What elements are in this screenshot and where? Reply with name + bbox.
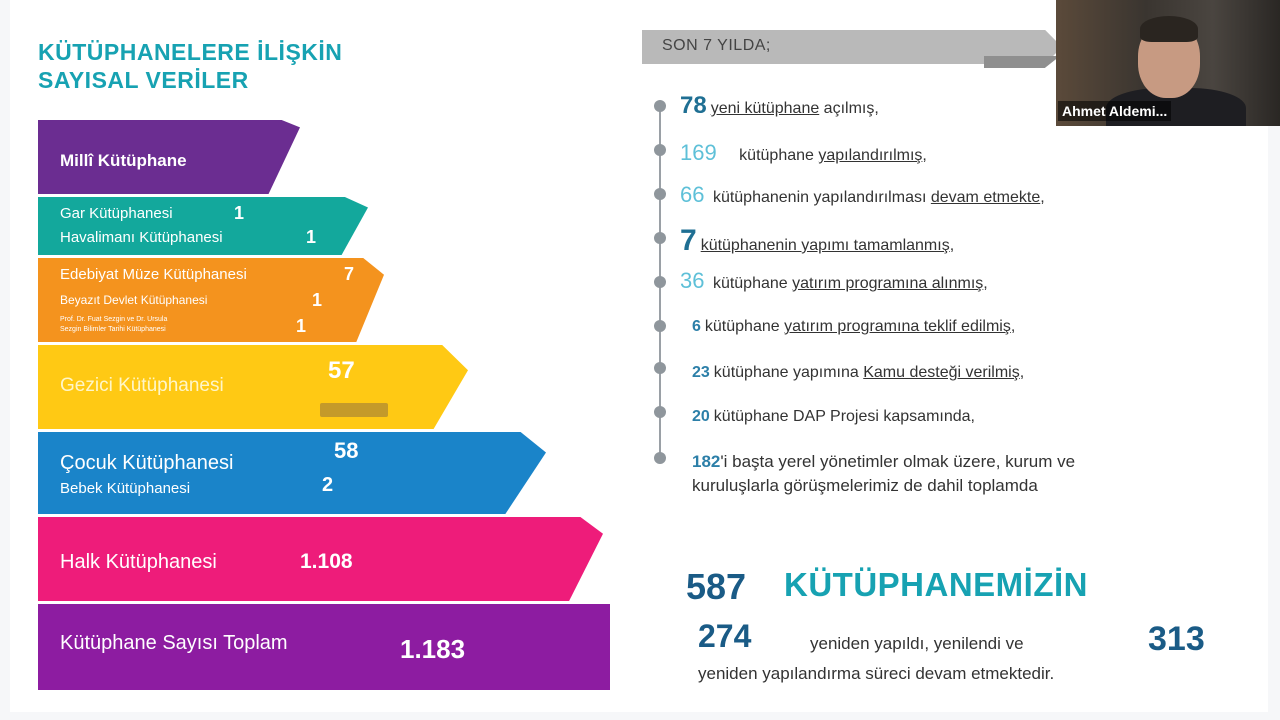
timeline-text-end: açılmış, [819, 100, 879, 117]
timeline-text-end: , [1010, 318, 1016, 335]
timeline-item-8: 20 kütüphane DAP Projesi kapsamında, [692, 408, 975, 426]
timeline-dot [654, 188, 666, 200]
havalimani-value: 1 [306, 227, 317, 247]
bebek-value: 2 [322, 474, 334, 496]
toplam-value: 1.183 [400, 634, 466, 664]
timeline-number: 66 [680, 182, 705, 207]
gezici-shade [320, 403, 388, 417]
band-edebiyat: Edebiyat Müze Kütüphanesi 7 Beyazıt Devl… [38, 258, 384, 342]
slide-title: KÜTÜPHANELERE İLİŞKİN SAYISAL VERİLER [38, 38, 342, 94]
timeline-item-9-cont: kuruluşlarla görüşmelerimiz de dahil top… [692, 476, 1038, 495]
timeline-text: 'i başta yerel yönetimler olmak üzere, k… [720, 452, 1076, 471]
timeline-number: 78 [680, 92, 707, 119]
sezgin-label-line1: Prof. Dr. Fuat Sezgin ve Dr. Ursula [60, 316, 168, 323]
summary-a: 274 [698, 618, 752, 654]
title-line-1: KÜTÜPHANELERE İLİŞKİN [38, 39, 343, 65]
band-toplam: Kütüphane Sayısı Toplam 1.183 [38, 604, 610, 690]
son-yilda-header: SON 7 YILDA; [662, 37, 771, 54]
band-milli-label: Millî Kütüphane [60, 151, 187, 170]
timeline-item-9: 182'i başta yerel yönetimler olmak üzere… [692, 452, 1075, 472]
toplam-label: Kütüphane Sayısı Toplam [60, 632, 288, 654]
timeline-dot [654, 144, 666, 156]
beyazit-label: Beyazıt Devlet Kütüphanesi [60, 293, 208, 307]
participant-name: Ahmet Aldemi... [1058, 101, 1172, 121]
timeline-dot [654, 320, 666, 332]
summary-b: 313 [1148, 620, 1205, 658]
timeline-number: 23 [692, 364, 710, 381]
gezici-value: 57 [328, 357, 355, 384]
timeline-underlined: yatırım programına alınmış [792, 275, 984, 292]
timeline-underlined: yeni kütüphane [710, 100, 820, 117]
band-gar: Gar Kütüphanesi 1 Havalimanı Kütüphanesi… [38, 197, 368, 255]
timeline-underlined: yapılandırılmış [818, 147, 923, 164]
sezgin-value: 1 [296, 316, 307, 336]
cocuk-label: Çocuk Kütüphanesi [60, 452, 234, 474]
band-halk: Halk Kütüphanesi 1.108 [38, 517, 603, 601]
gezici-label: Gezici Kütüphanesi [60, 375, 224, 396]
participant-hair [1140, 16, 1198, 42]
sezgin-label-line2: Sezgin Bilimler Tarihi Kütüphanesi [60, 326, 166, 333]
timeline-dot [654, 232, 666, 244]
summary-word: KÜTÜPHANEMİZİN [784, 566, 1088, 603]
timeline-dot [654, 276, 666, 288]
timeline-text: kütüphane [739, 147, 819, 164]
timeline-underlined: kütüphanenin yapımı tamamlanmış [700, 237, 950, 254]
timeline-text-end: , [1040, 189, 1045, 206]
timeline-item-6: 6 kütüphane yatırım programına teklif edi… [692, 318, 1015, 336]
title-line-2: SAYISAL VERİLER [38, 67, 249, 93]
bebek-label: Bebek Kütüphanesi [60, 480, 191, 497]
timeline-text: kütüphane yapımına [713, 364, 864, 381]
timeline-underlined: yatırım programına teklif edilmiş [784, 318, 1011, 335]
band-cocuk: Çocuk Kütüphanesi 58 Bebek Kütüphanesi 2 [38, 432, 546, 514]
edebiyat-value: 7 [344, 264, 355, 284]
timeline-number: 169 [680, 140, 717, 165]
timeline-underlined: devam etmekte [930, 189, 1041, 206]
participant-video-tile[interactable]: Ahmet Aldemi... [1056, 0, 1280, 126]
timeline-dot [654, 452, 666, 464]
timeline-number: 182 [692, 452, 721, 471]
timeline-text-end: , [1019, 364, 1025, 381]
band-milli: Millî Kütüphane [38, 120, 300, 194]
timeline-dot [654, 100, 666, 112]
timeline-item-7: 23 kütüphane yapımına Kamu desteği verilm… [692, 364, 1024, 382]
timeline-item-5: 36 kütüphane yatırım programına alınmış, [680, 268, 988, 294]
summary-line2: yeniden yapılandırma süreci devam etmekt… [698, 664, 1055, 683]
timeline-number: 6 [692, 318, 701, 335]
band-gezici: Gezici Kütüphanesi 57 [38, 345, 468, 429]
beyazit-value: 1 [312, 290, 323, 310]
summary-mid: yeniden yapıldı, yenilendi ve [810, 634, 1024, 653]
gar-value: 1 [234, 203, 245, 223]
timeline-text-end: , [949, 237, 955, 254]
timeline-item-3: 66 kütüphanenin yapılandırılması devam e… [680, 182, 1045, 208]
timeline-number: 36 [680, 268, 705, 293]
timeline-number: 7 [680, 224, 697, 257]
cocuk-value: 58 [334, 438, 359, 463]
timeline-number: 20 [692, 408, 710, 425]
halk-label: Halk Kütüphanesi [60, 551, 217, 573]
timeline-text: kütüphanenin yapılandırılması [712, 189, 931, 206]
timeline-text: kütüphane [712, 275, 793, 292]
timeline-item-1: 78 yeni kütüphane açılmış, [680, 92, 879, 120]
timeline-item-4: 7 kütüphanenin yapımı tamamlanmış, [680, 224, 954, 258]
son-yilda-shadow [984, 56, 1060, 68]
timeline-text-end: , [983, 275, 988, 292]
summary-total: 587 [686, 566, 747, 607]
edebiyat-label: Edebiyat Müze Kütüphanesi [60, 266, 247, 283]
timeline-underlined: Kamu desteği verilmiş [863, 364, 1020, 381]
gar-label: Gar Kütüphanesi [60, 205, 173, 222]
timeline-dot [654, 406, 666, 418]
havalimani-label: Havalimanı Kütüphanesi [60, 229, 223, 246]
timeline-text-end: , [922, 147, 927, 164]
halk-value: 1.108 [300, 550, 353, 573]
timeline-item-2: 169 kütüphane yapılandırılmış, [680, 140, 927, 166]
timeline-text: kütüphane [704, 318, 785, 335]
timeline-text: kütüphane DAP Projesi kapsamında, [713, 408, 975, 425]
timeline-dot [654, 362, 666, 374]
